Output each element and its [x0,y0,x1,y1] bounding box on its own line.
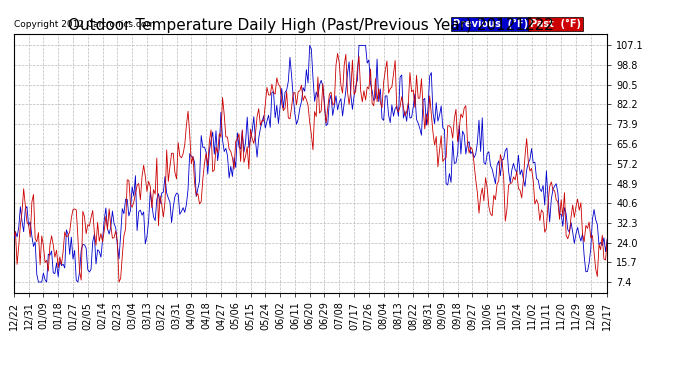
Text: Copyright 2012 Cartronics.com: Copyright 2012 Cartronics.com [14,20,155,28]
Text: Past  (°F): Past (°F) [530,18,581,28]
Title: Outdoor Temperature Daily High (Past/Previous Year) 20121222: Outdoor Temperature Daily High (Past/Pre… [68,18,553,33]
Text: Previous  (°F): Previous (°F) [453,18,528,28]
